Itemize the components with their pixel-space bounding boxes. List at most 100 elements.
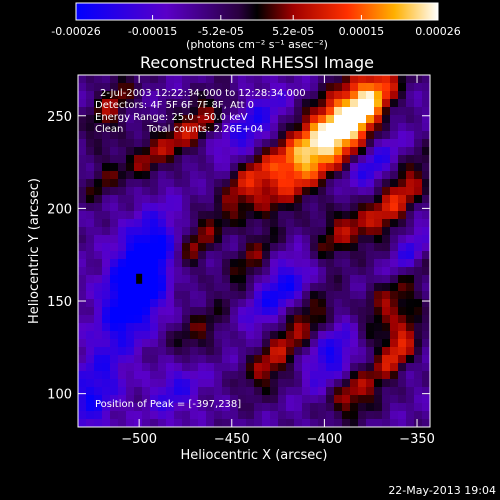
heatmap-cell <box>382 371 391 380</box>
heatmap-cell <box>94 163 103 172</box>
heatmap-cell <box>110 387 119 396</box>
heatmap-cell <box>222 203 231 212</box>
heatmap-cell <box>102 355 111 364</box>
heatmap-cell <box>406 411 415 420</box>
heatmap-cell <box>126 203 135 212</box>
heatmap-cell <box>278 307 287 316</box>
heatmap-cell <box>398 371 407 380</box>
heatmap-cell <box>270 283 279 292</box>
heatmap-cell <box>158 195 167 204</box>
heatmap-cell <box>374 243 383 252</box>
heatmap-cell <box>126 267 135 276</box>
heatmap-cell <box>406 275 415 284</box>
heatmap-cell <box>398 171 407 180</box>
heatmap-cell <box>390 219 399 228</box>
heatmap-cell <box>86 139 95 148</box>
heatmap-cell <box>398 283 407 292</box>
heatmap-cell <box>102 315 111 324</box>
heatmap-cell <box>302 323 311 332</box>
heatmap-cell <box>358 203 367 212</box>
heatmap-cell <box>182 299 191 308</box>
heatmap-cell <box>342 107 351 116</box>
heatmap-cell <box>134 403 143 412</box>
heatmap-cell <box>366 339 375 348</box>
heatmap-cell <box>270 291 279 300</box>
heatmap-cell <box>358 179 367 188</box>
heatmap-cell <box>422 163 430 172</box>
heatmap-cell <box>398 131 407 140</box>
heatmap-cell <box>214 419 223 427</box>
heatmap-cell <box>150 83 159 92</box>
heatmap-cell <box>406 219 415 228</box>
heatmap-cell <box>254 291 263 300</box>
heatmap-cell <box>286 91 295 100</box>
heatmap-cell <box>382 323 391 332</box>
heatmap-cell <box>294 371 303 380</box>
heatmap-cell <box>262 139 271 148</box>
heatmap-cell <box>206 131 215 140</box>
heatmap-cell <box>342 403 351 412</box>
heatmap-cell <box>406 147 415 156</box>
heatmap-cell <box>310 107 319 116</box>
heatmap-cell <box>78 251 87 260</box>
heatmap-cell <box>94 363 103 372</box>
heatmap-cell <box>230 99 239 108</box>
heatmap-cell <box>358 307 367 316</box>
heatmap-cell <box>158 211 167 220</box>
heatmap-cell <box>294 251 303 260</box>
heatmap-cell <box>366 315 375 324</box>
heatmap-cell <box>414 235 423 244</box>
heatmap-cell <box>406 387 415 396</box>
heatmap-cell <box>126 275 135 284</box>
heatmap-cell <box>206 147 215 156</box>
heatmap-cell <box>78 171 87 180</box>
heatmap-cell <box>342 371 351 380</box>
heatmap-cell <box>86 243 95 252</box>
heatmap-cell <box>182 171 191 180</box>
heatmap-cell <box>158 267 167 276</box>
heatmap-cell <box>206 363 215 372</box>
heatmap-cell <box>422 339 430 348</box>
heatmap-cell <box>182 179 191 188</box>
heatmap-cell <box>142 107 151 116</box>
heatmap-cell <box>230 211 239 220</box>
heatmap-cell <box>262 115 271 124</box>
heatmap-cell <box>94 307 103 316</box>
heatmap-cell <box>286 147 295 156</box>
heatmap-cell <box>142 259 151 268</box>
heatmap-cell <box>190 115 199 124</box>
heatmap-cell <box>278 395 287 404</box>
heatmap-cell <box>422 155 430 164</box>
heatmap-cell <box>350 243 359 252</box>
heatmap-cell <box>174 107 183 116</box>
heatmap-cell <box>358 275 367 284</box>
heatmap-cell <box>150 163 159 172</box>
heatmap-cell <box>214 211 223 220</box>
heatmap-cell <box>358 355 367 364</box>
heatmap-cell <box>110 219 119 228</box>
heatmap-cell <box>198 139 207 148</box>
heatmap-cell <box>294 347 303 356</box>
heatmap-cell <box>318 219 327 228</box>
heatmap-cell <box>382 379 391 388</box>
heatmap-cell <box>294 235 303 244</box>
heatmap-cell <box>238 243 247 252</box>
heatmap-cell <box>86 171 95 180</box>
heatmap-cell <box>326 355 335 364</box>
heatmap-cell <box>238 251 247 260</box>
heatmap-cell <box>222 419 231 427</box>
heatmap-cell <box>174 291 183 300</box>
heatmap-cell <box>174 187 183 196</box>
heatmap-cell <box>302 187 311 196</box>
heatmap-cell <box>286 211 295 220</box>
heatmap-cell <box>342 211 351 220</box>
heatmap-cell <box>166 251 175 260</box>
heatmap-cell <box>286 339 295 348</box>
heatmap-cell <box>118 259 127 268</box>
heatmap-cell <box>78 179 87 188</box>
heatmap-cell <box>374 235 383 244</box>
heatmap-cell <box>238 91 247 100</box>
heatmap-cell <box>422 363 430 372</box>
heatmap-cell <box>206 251 215 260</box>
